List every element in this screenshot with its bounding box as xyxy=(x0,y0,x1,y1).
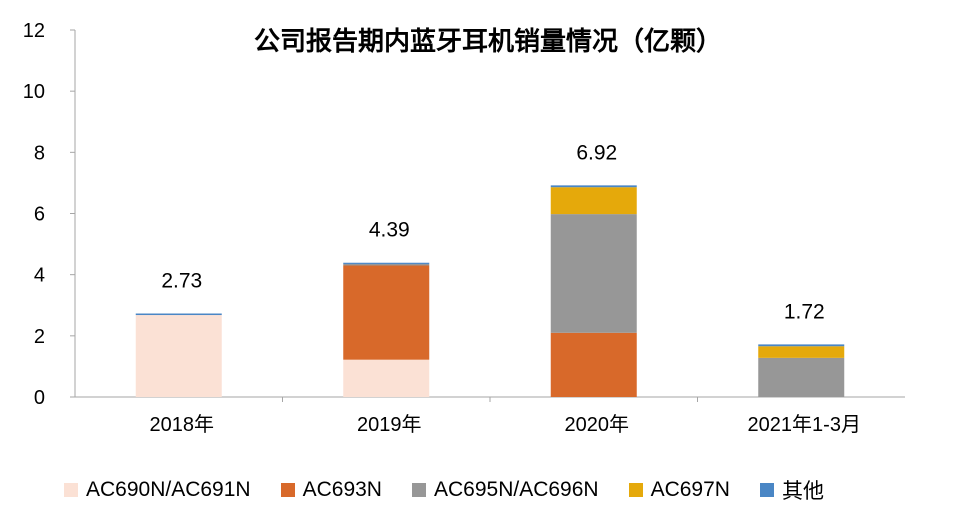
bar-segment-2-3 xyxy=(550,187,637,215)
total-label-2: 6.92 xyxy=(576,141,617,164)
bar-segment-2-2 xyxy=(550,214,637,333)
bar-segment-3-3 xyxy=(758,346,845,358)
legend-label-ac693n: AC693N xyxy=(302,478,382,501)
legend-item-ac695n-ac696n: AC695N/AC696N xyxy=(411,478,599,502)
legend-label-other: 其他 xyxy=(781,480,824,503)
chart-title: 公司报告期内蓝牙耳机销量情况（亿颗） xyxy=(254,26,722,57)
bar-segment-1-0 xyxy=(343,359,430,397)
total-label-0: 2.73 xyxy=(161,270,202,293)
legend-swatch-ac693n xyxy=(280,483,295,497)
legend: AC690N/AC691N AC693N AC695N/AC696N AC697… xyxy=(64,474,824,506)
bar-segment-2-4 xyxy=(550,185,637,188)
legend-item-other: 其他 xyxy=(759,475,824,505)
y-tick-label-6: 12 xyxy=(23,20,45,42)
legend-label-ac695n-ac696n: AC695N/AC696N xyxy=(433,478,599,501)
bars xyxy=(135,185,845,397)
bar-segment-1-2 xyxy=(343,263,430,266)
x-tick-label-3: 2021年1-3月 xyxy=(748,413,861,436)
legend-item-ac690n-ac691n: AC690N/AC691N xyxy=(64,478,251,502)
y-tick-label-3: 6 xyxy=(34,204,45,226)
legend-item-ac697n: AC697N xyxy=(628,478,730,502)
bar-segment-1-1 xyxy=(343,265,430,360)
bar-segment-3-2 xyxy=(758,357,845,397)
bar-segment-3-4 xyxy=(758,344,845,347)
legend-swatch-ac695n-ac696n xyxy=(411,483,426,497)
x-tick-label-2: 2020年 xyxy=(565,413,630,436)
total-label-3: 1.72 xyxy=(784,300,825,323)
total-label-1: 4.39 xyxy=(369,219,410,242)
y-tick-label-5: 10 xyxy=(23,81,45,103)
bar-segment-2-1 xyxy=(550,332,637,397)
legend-swatch-ac690n-ac691n xyxy=(64,483,78,497)
legend-label-ac690n-ac691n: AC690N/AC691N xyxy=(86,478,251,501)
bar-segment-0-0 xyxy=(135,315,222,397)
legend-item-ac693n: AC693N xyxy=(280,478,382,502)
y-tick-label-4: 8 xyxy=(34,142,45,164)
bar-segment-1-4 xyxy=(343,262,430,264)
legend-swatch-ac697n xyxy=(628,483,643,497)
x-tick-label-0: 2018年 xyxy=(150,413,215,436)
legend-swatch-other xyxy=(759,483,774,497)
bar-segment-0-4 xyxy=(135,313,222,316)
legend-label-ac697n: AC697N xyxy=(650,478,730,501)
y-tick-label-0: 0 xyxy=(34,387,45,409)
y-tick-label-1: 2 xyxy=(34,326,45,348)
x-tick-label-1: 2019年 xyxy=(357,413,422,436)
labels: 2.73 2018年 4.39 2019年 6.92 2020年 1.72 2021年1-3月 xyxy=(150,141,861,436)
y-tick-label-2: 4 xyxy=(34,265,45,287)
